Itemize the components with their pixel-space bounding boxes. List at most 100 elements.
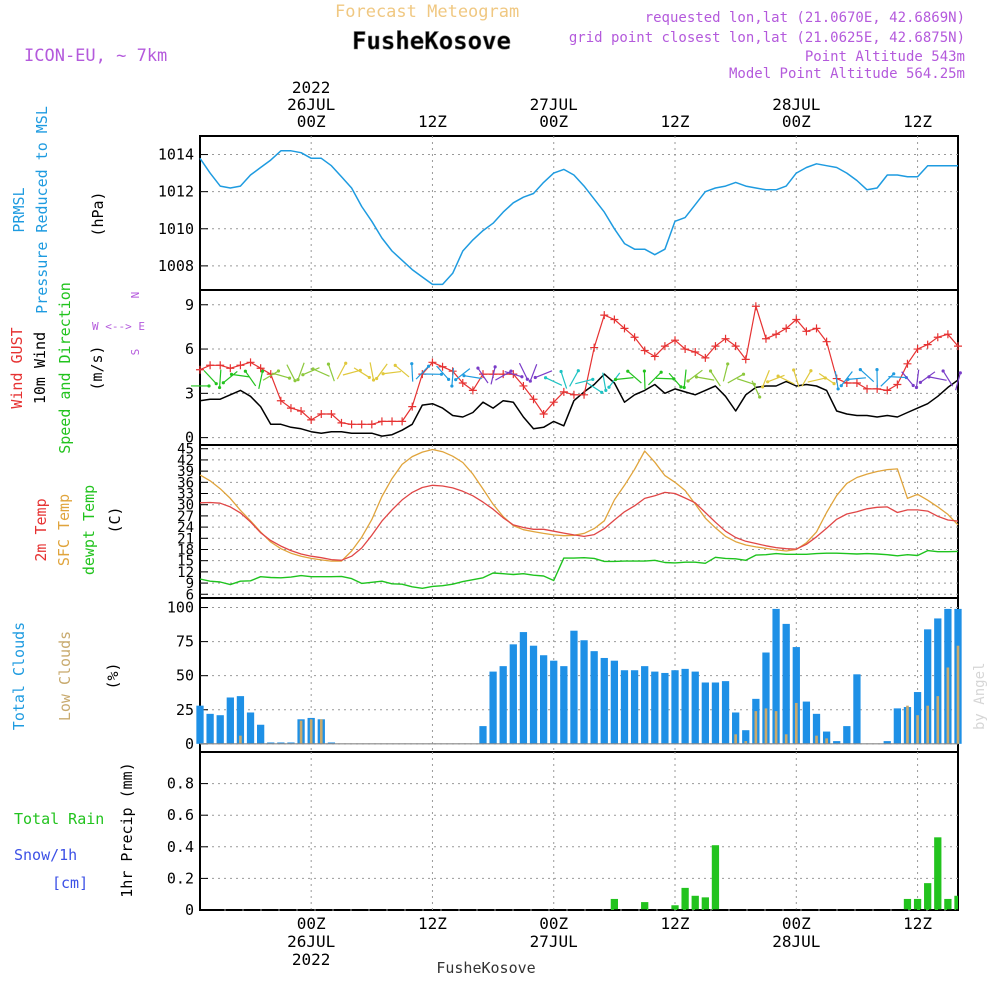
wind-arrow-head (914, 385, 919, 390)
wind-arrow (312, 368, 330, 377)
clouds-ytick-label: 25 (176, 701, 194, 719)
total-cloud-bar (893, 708, 901, 744)
gust-marker (701, 353, 710, 362)
gust-marker (943, 330, 952, 339)
wind-arrow-head (642, 369, 646, 373)
total-cloud-bar (590, 651, 598, 744)
total-rain-label: Total Rain (14, 810, 104, 828)
wind-arrow (859, 369, 875, 383)
total-cloud-bar (550, 660, 558, 744)
wind-arrow-head (607, 385, 611, 389)
gust-marker (539, 410, 548, 418)
top-time-label: 00Z (297, 112, 326, 131)
temperature-ytick-label: 24 (177, 520, 194, 536)
wind-arrow-head (761, 385, 765, 389)
wind-arrow-head (809, 369, 813, 373)
wind-arrow-head (528, 379, 532, 383)
gust-marker (236, 361, 245, 370)
wind-side-labels: Wind GUST 10m Wind Speed and Direction (… (8, 282, 145, 454)
wind-arrow (411, 363, 414, 382)
gust-marker (337, 418, 346, 427)
clouds-ytick-label: 100 (167, 599, 194, 617)
wind-arrow-head (875, 367, 879, 372)
wind-arrow (297, 362, 305, 380)
chart-marks (191, 150, 962, 911)
wind-arrow-head (559, 369, 563, 374)
pressure-ytick-label: 1014 (158, 146, 194, 164)
gust-marker (620, 324, 629, 333)
gust-marker (691, 348, 700, 356)
gust-marker (438, 362, 447, 371)
total-cloud-bar (833, 741, 841, 744)
gust-marker (903, 359, 912, 368)
total-cloud-bar (883, 741, 891, 744)
gust-marker (327, 410, 336, 418)
total-cloud-bar (620, 670, 629, 744)
wind-arrow (762, 370, 770, 388)
total-cloud-bar (934, 618, 942, 744)
wind-arrow-head (927, 375, 931, 379)
bottom-time-label: 26JUL (287, 932, 335, 951)
low-cloud-bar (916, 715, 919, 744)
wind-arrow (586, 382, 603, 393)
top-time-label: 12Z (903, 112, 932, 131)
wind-arrow-head (229, 372, 234, 376)
total-cloud-bar (651, 671, 659, 744)
gust-marker (569, 390, 578, 399)
rain-bar (903, 898, 912, 910)
precip-side-labels: Total Rain Snow/1h [cm] 1hr Precip (mm) (14, 762, 136, 897)
gust-marker (286, 404, 295, 413)
wind-arrow (286, 364, 296, 381)
total-cloud-bar (277, 742, 285, 744)
temp-side-labels: 2m Temp SFC Temp dewpt Temp (C) (32, 485, 124, 575)
total-cloud-bar (257, 724, 265, 744)
wind-arrow (648, 371, 662, 386)
bottom-time-label: 2022 (292, 950, 331, 969)
wind-arrow-head (301, 373, 305, 377)
temperature-ytick-label: 15 (177, 554, 194, 570)
clouds-ytick-label: 50 (176, 667, 194, 685)
wind-arrow (222, 370, 238, 384)
bottom-time-label: 12Z (661, 914, 690, 933)
wind-arrow (880, 373, 895, 387)
gust-marker (671, 336, 680, 345)
gust-marker (893, 380, 902, 389)
pressure-ytick-label: 1010 (158, 220, 194, 238)
total-cloud-bar (782, 623, 790, 744)
closest-coords: grid point closest lon,lat (21.0625E, 42… (569, 30, 965, 46)
total-cloud-bar (479, 726, 487, 744)
gust-marker (559, 387, 568, 396)
wind-arrow (336, 362, 347, 380)
precip-ytick-label: 0.2 (167, 869, 194, 887)
gust-marker (367, 420, 376, 429)
low-cloud-bar (906, 705, 909, 744)
point-altitude: Point Altitude 543m (805, 49, 965, 65)
model-altitude: Model Point Altitude 564.25m (729, 66, 965, 82)
gust-marker (711, 342, 720, 351)
wind10m-line (199, 373, 959, 437)
total-cloud-bar (742, 730, 750, 744)
wind-arrow (928, 376, 947, 381)
gust-marker (377, 417, 386, 426)
wind-arrow-head (682, 385, 686, 390)
wind-arrow (696, 376, 715, 381)
wind-ytick-label: 0 (185, 429, 194, 447)
wind-arrow-head (591, 377, 595, 381)
rain-bar (924, 883, 932, 910)
total-cloud-bar (671, 670, 679, 744)
wind-arrow-head (604, 388, 608, 392)
gust-marker (721, 334, 730, 343)
wind-arrow (383, 370, 402, 375)
wind-arrow (218, 369, 222, 388)
footer-station: FusheKosove (436, 959, 535, 977)
wind-arrow (376, 363, 388, 379)
temperature-ytick-label: 18 (177, 542, 194, 558)
pressure-msl-label: Pressure Reduced to MSL (33, 106, 51, 314)
wind-arrow (807, 377, 826, 383)
wind-arrow-head (243, 369, 247, 373)
temperature-frame (199, 444, 959, 599)
wind-arrow-head (260, 369, 265, 373)
station-title: FusheKosove (352, 27, 511, 55)
top-time-label: 00Z (782, 112, 811, 131)
